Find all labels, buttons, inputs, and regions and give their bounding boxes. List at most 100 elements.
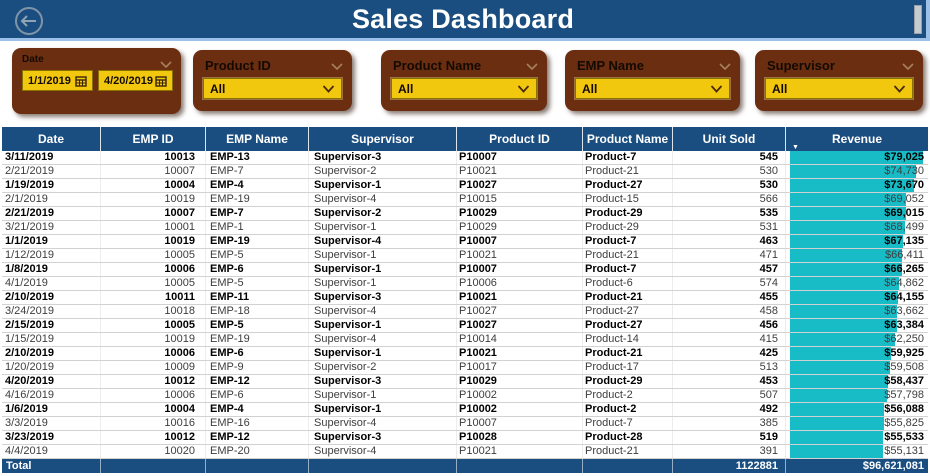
cell-revenue: $68,499: [785, 221, 928, 234]
cell-product-name: Product-7: [582, 263, 672, 276]
chevron-down-icon[interactable]: [901, 58, 915, 71]
cell-supervisor: Supervisor-4: [308, 333, 456, 346]
column-header-emp-name[interactable]: EMP Name: [205, 127, 308, 151]
vertical-scrollbar-thumb[interactable]: [914, 5, 922, 34]
cell-date: 2/1/2019: [5, 193, 48, 205]
cell-date: 4/4/2019: [5, 445, 48, 457]
arrow-left-circle-icon: [15, 7, 43, 35]
table-row[interactable]: 1/6/2019 10004 EMP-4 Supervisor-1 P10002 Prod…: [2, 403, 928, 417]
chevron-down-icon[interactable]: [525, 58, 539, 71]
table-row[interactable]: 1/19/2019 10004 EMP-4 Supervisor-1 P10027 Pro…: [2, 179, 928, 193]
column-header-emp-id[interactable]: EMP ID: [100, 127, 205, 151]
column-header-product-id[interactable]: Product ID: [456, 127, 582, 151]
cell-emp-id: 10018: [100, 305, 205, 318]
table-row[interactable]: 2/10/2019 10006 EMP-6 Supervisor-1 P10021 Pro…: [2, 347, 928, 361]
slicer-supervisor-dropdown[interactable]: All: [765, 78, 913, 99]
cell-product-id: P10029: [456, 207, 582, 220]
table-row[interactable]: 1/20/2019 10009 EMP-9 Supervisor-2 P10017 Pro…: [2, 361, 928, 375]
table-row[interactable]: 3/21/2019 10001 EMP-1 Supervisor-1 P10029 Pro…: [2, 221, 928, 235]
calendar-icon[interactable]: [155, 75, 167, 87]
cell-product-name: Product-14: [582, 333, 672, 346]
slicer-product-name-dropdown[interactable]: All: [391, 78, 537, 99]
chevron-down-icon: [322, 84, 335, 93]
table-row[interactable]: 4/20/2019 10012 EMP-12 Supervisor-3 P10029 Pr…: [2, 375, 928, 389]
total-unit-sold: 1122881: [672, 459, 785, 473]
cell-unit-sold: 513: [672, 361, 785, 374]
table-row[interactable]: 4/16/2019 10006 EMP-6 Supervisor-1 P10002 Pro…: [2, 389, 928, 403]
slicer-supervisor: Supervisor All: [755, 50, 923, 111]
table-row[interactable]: 4/4/2019 10020 EMP-20 Supervisor-4 P10021 Pro…: [2, 445, 928, 459]
revenue-data-bar: [790, 389, 887, 402]
back-button[interactable]: [14, 6, 44, 36]
table-row[interactable]: 3/24/2019 10018 EMP-18 Supervisor-4 P10027 Pr…: [2, 305, 928, 319]
cell-emp-name: EMP-5: [205, 249, 308, 262]
cell-product-name: Product-2: [582, 403, 672, 416]
cell-unit-sold: 566: [672, 193, 785, 206]
cell-date: 3/23/2019: [5, 431, 54, 443]
cell-supervisor: Supervisor-3: [308, 291, 456, 304]
chevron-down-icon[interactable]: [718, 58, 732, 71]
cell-revenue: $63,662: [785, 305, 928, 318]
revenue-data-bar: [790, 361, 890, 374]
cell-revenue: $63,384: [785, 319, 928, 332]
total-label: Total: [6, 460, 32, 472]
cell-supervisor: Supervisor-4: [308, 235, 456, 248]
cell-emp-name: EMP-5: [205, 319, 308, 332]
table-row[interactable]: 1/8/2019 10006 EMP-6 Supervisor-1 P10007 Prod…: [2, 263, 928, 277]
cell-supervisor: Supervisor-1: [308, 347, 456, 360]
cell-emp-name: EMP-13: [205, 151, 308, 164]
column-header-revenue[interactable]: Revenue ▼: [785, 127, 928, 151]
cell-supervisor: Supervisor-2: [308, 207, 456, 220]
cell-revenue: $59,925: [785, 347, 928, 360]
table-row[interactable]: 2/21/2019 10007 EMP-7 Supervisor-2 P10021 Pro…: [2, 165, 928, 179]
slicer-emp-name-dropdown[interactable]: All: [575, 78, 730, 99]
cell-date: 2/15/2019: [5, 319, 54, 331]
column-header-product-name[interactable]: Product Name: [582, 127, 672, 151]
cell-product-id: P10006: [456, 277, 582, 290]
cell-product-name: Product-7: [582, 151, 672, 164]
cell-supervisor: Supervisor-3: [308, 151, 456, 164]
cell-emp-id: 10005: [100, 277, 205, 290]
revenue-data-bar: [790, 417, 884, 430]
cell-revenue: $58,437: [785, 375, 928, 388]
table-row[interactable]: 3/11/2019 10013 EMP-13 Supervisor-3 P10007 Pr…: [2, 151, 928, 165]
cell-unit-sold: 492: [672, 403, 785, 416]
cell-date: 1/8/2019: [5, 263, 48, 275]
table-row[interactable]: 2/21/2019 10007 EMP-7 Supervisor-2 P10029 Pro…: [2, 207, 928, 221]
cell-unit-sold: 507: [672, 389, 785, 402]
slicer-product-id-dropdown[interactable]: All: [203, 78, 342, 99]
total-empty-cell: [308, 459, 456, 473]
column-header-date[interactable]: Date: [37, 132, 64, 146]
table-row[interactable]: 2/10/2019 10011 EMP-11 Supervisor-3 P10021 Pr…: [2, 291, 928, 305]
table-row[interactable]: 1/1/2019 10019 EMP-19 Supervisor-4 P10007 Pro…: [2, 235, 928, 249]
cell-unit-sold: 471: [672, 249, 785, 262]
cell-date: 4/16/2019: [5, 389, 54, 401]
cell-date: 3/21/2019: [5, 221, 54, 233]
table-row[interactable]: 3/23/2019 10012 EMP-12 Supervisor-3 P10028 Pr…: [2, 431, 928, 445]
table-row[interactable]: 2/1/2019 10019 EMP-19 Supervisor-4 P10015 Pro…: [2, 193, 928, 207]
revenue-data-bar: [790, 347, 891, 360]
cell-emp-id: 10009: [100, 361, 205, 374]
calendar-icon[interactable]: [75, 75, 87, 87]
chevron-down-icon[interactable]: [330, 58, 344, 71]
revenue-data-bar: [790, 333, 895, 346]
column-header-unit-sold[interactable]: Unit Sold: [672, 127, 785, 151]
cell-unit-sold: 391: [672, 445, 785, 458]
table-row[interactable]: 1/12/2019 10005 EMP-5 Supervisor-1 P10021 Pro…: [2, 249, 928, 263]
column-header-supervisor[interactable]: Supervisor: [308, 127, 456, 151]
date-start-input[interactable]: 1/1/2019: [22, 70, 93, 91]
cell-product-name: Product-15: [582, 193, 672, 206]
cell-emp-name: EMP-19: [205, 193, 308, 206]
table-row[interactable]: 3/3/2019 10016 EMP-16 Supervisor-4 P10007 Pro…: [2, 417, 928, 431]
table-row[interactable]: 2/15/2019 10005 EMP-5 Supervisor-1 P10027 Pro…: [2, 319, 928, 333]
cell-supervisor: Supervisor-3: [308, 375, 456, 388]
table-row[interactable]: 1/15/2019 10019 EMP-19 Supervisor-4 P10014 Pr…: [2, 333, 928, 347]
cell-emp-name: EMP-11: [205, 291, 308, 304]
chevron-down-icon[interactable]: [159, 56, 173, 69]
revenue-data-bar: [790, 431, 883, 444]
date-end-input[interactable]: 4/20/2019: [98, 70, 173, 91]
table-row[interactable]: 4/1/2019 10005 EMP-5 Supervisor-1 P10006 Prod…: [2, 277, 928, 291]
cell-product-name: Product-28: [582, 431, 672, 444]
cell-unit-sold: 530: [672, 179, 785, 192]
cell-unit-sold: 455: [672, 291, 785, 304]
